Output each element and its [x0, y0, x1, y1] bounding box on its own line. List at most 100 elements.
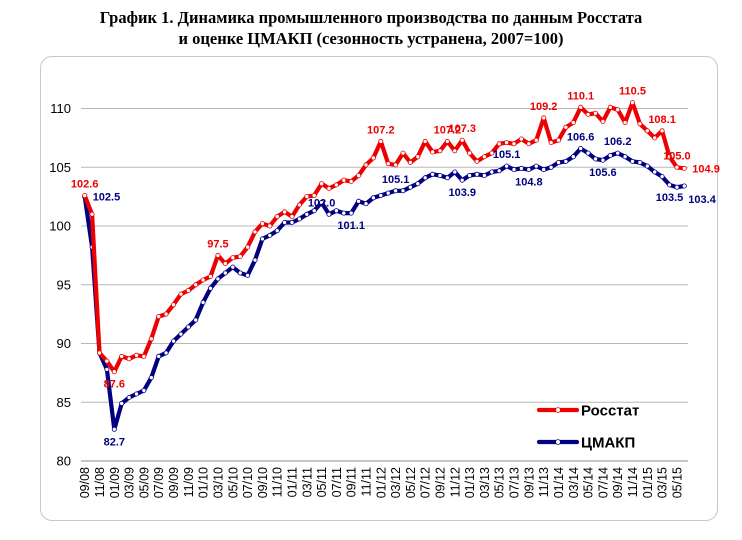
data-point — [311, 192, 317, 198]
data-point — [637, 121, 643, 127]
data-point — [681, 183, 687, 189]
x-tick-label: 01/11 — [285, 467, 299, 497]
x-tick-label: 11/09 — [182, 467, 196, 497]
data-point — [489, 169, 495, 175]
x-tick-label: 01/15 — [641, 467, 655, 498]
data-point — [444, 175, 450, 181]
data-point — [237, 253, 243, 259]
data-point — [111, 426, 117, 432]
chart-title-line-1: График 1. Динамика промышленного произво… — [99, 8, 643, 27]
data-point — [437, 148, 443, 154]
data-label: 101.1 — [337, 220, 365, 232]
data-point — [644, 128, 650, 134]
x-tick-label: 07/12 — [419, 467, 433, 498]
data-point — [415, 181, 421, 187]
data-point — [467, 150, 473, 156]
data-point — [393, 188, 399, 194]
data-point — [156, 313, 162, 319]
data-point — [533, 137, 539, 143]
data-point — [363, 201, 369, 207]
data-point — [252, 229, 258, 235]
data-point — [407, 159, 413, 165]
data-label: 102.6 — [71, 178, 99, 190]
data-point — [230, 264, 236, 270]
data-point — [504, 140, 510, 146]
y-tick-label: 80 — [57, 454, 71, 469]
data-point — [82, 192, 88, 198]
data-point — [556, 137, 562, 143]
x-tick-label: 05/12 — [404, 467, 418, 498]
x-tick-label: 09/10 — [256, 467, 270, 498]
data-label: 110.1 — [567, 90, 594, 102]
data-point — [570, 120, 576, 126]
x-tick-label: 01/09 — [108, 467, 122, 498]
data-point — [378, 138, 384, 144]
data-point — [170, 302, 176, 308]
x-tick-label: 01/13 — [463, 467, 477, 498]
data-point — [385, 190, 391, 196]
data-label: 82.7 — [104, 436, 125, 448]
data-point — [422, 175, 428, 181]
data-point — [630, 100, 636, 106]
data-label: 106.2 — [604, 136, 632, 148]
data-point — [141, 353, 147, 359]
data-point — [533, 163, 539, 169]
data-point — [126, 356, 132, 362]
data-label: 102.5 — [93, 192, 121, 204]
data-point — [600, 118, 606, 124]
x-tick-label: 05/13 — [493, 467, 507, 498]
x-tick-label: 03/12 — [389, 467, 403, 498]
data-label: 105.1 — [382, 174, 410, 186]
data-point — [311, 208, 317, 214]
data-label: 104.9 — [692, 163, 720, 175]
data-point — [207, 285, 213, 291]
data-point — [652, 169, 658, 175]
data-label: 107.2 — [434, 124, 462, 136]
legend-label: Росстат — [581, 403, 639, 420]
data-point — [259, 221, 265, 227]
data-point — [370, 155, 376, 161]
data-point — [156, 353, 162, 359]
x-tick-label: 01/14 — [552, 467, 566, 498]
data-label: 103.5 — [656, 192, 684, 204]
data-point — [578, 104, 584, 110]
data-point — [630, 158, 636, 164]
x-tick-label: 09/08 — [78, 467, 92, 498]
data-label: 108.1 — [648, 114, 676, 126]
data-point — [111, 369, 117, 375]
x-tick-label: 05/10 — [226, 467, 240, 498]
data-point — [385, 161, 391, 167]
data-point — [200, 277, 206, 283]
x-tick-label: 09/13 — [522, 467, 536, 498]
data-point — [437, 172, 443, 178]
data-point — [304, 194, 310, 200]
data-point — [407, 184, 413, 190]
data-point — [185, 288, 191, 294]
data-point — [178, 291, 184, 297]
series-line-cmakp — [82, 146, 687, 432]
data-label: 110.5 — [619, 86, 646, 98]
series-layer — [82, 100, 687, 432]
data-point — [119, 400, 125, 406]
data-label: 109.2 — [530, 101, 558, 113]
data-point — [222, 270, 228, 276]
data-point — [615, 150, 621, 156]
x-tick-label: 01/10 — [197, 467, 211, 498]
data-point — [474, 158, 480, 164]
data-point — [548, 140, 554, 146]
data-point — [289, 219, 295, 225]
data-point — [370, 195, 376, 201]
x-tick-label: 09/12 — [434, 467, 448, 498]
data-point — [400, 188, 406, 194]
data-point — [133, 391, 139, 397]
data-point — [378, 192, 384, 198]
x-tick-label: 05/14 — [582, 467, 596, 498]
data-point — [319, 181, 325, 187]
data-label: 104.8 — [515, 177, 543, 189]
data-point — [526, 167, 532, 173]
data-point — [452, 148, 458, 154]
data-point — [622, 154, 628, 160]
data-point — [333, 182, 339, 188]
data-point — [452, 169, 458, 175]
y-tick-label: 105 — [49, 160, 71, 175]
